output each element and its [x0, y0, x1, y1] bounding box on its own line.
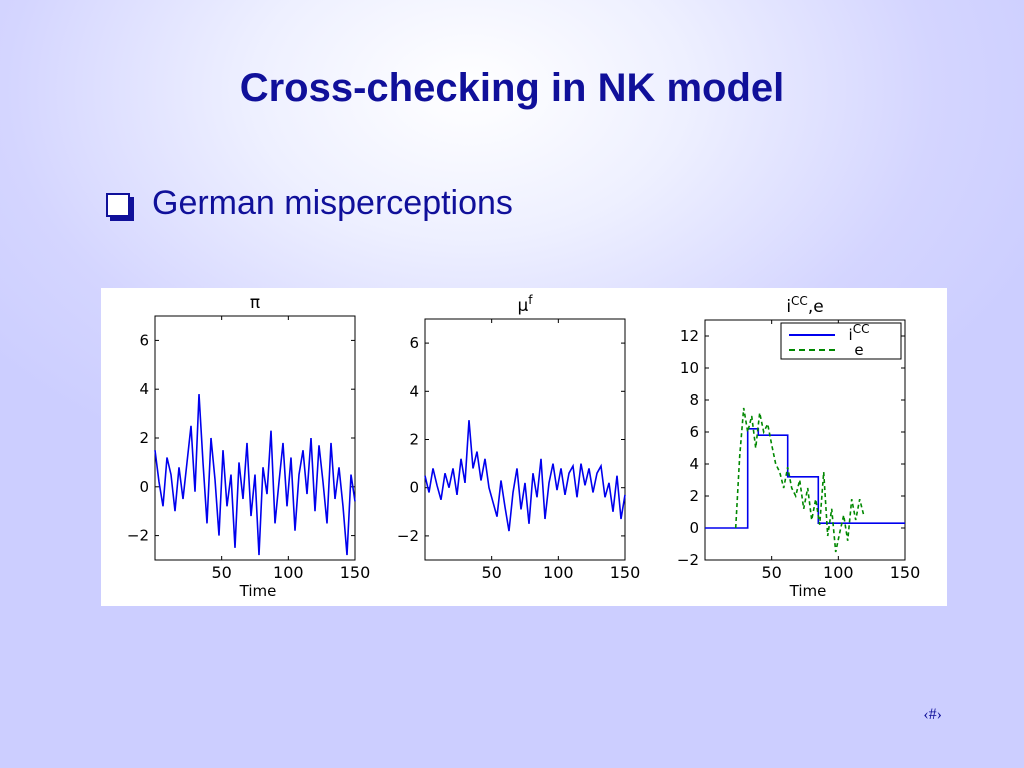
x-tick-label: 50 [761, 563, 781, 582]
x-tick-label: 100 [543, 563, 574, 582]
legend-box [780, 322, 902, 360]
legend-label: iCC [849, 322, 870, 344]
series-line-e [734, 407, 865, 553]
legend-label: e [854, 341, 863, 359]
chart-title: π [250, 293, 260, 313]
y-tick-label: 6 [139, 331, 149, 349]
page-number: ‹#› [923, 706, 942, 723]
y-tick-label: 12 [680, 327, 699, 345]
slide-title: Cross-checking in NK model [239, 66, 785, 110]
y-tick-label: 4 [139, 380, 149, 398]
y-tick-label: 2 [139, 429, 149, 447]
y-tick-label: 6 [689, 423, 699, 441]
x-tick-label: 100 [823, 563, 854, 582]
y-tick-label: −2 [677, 551, 699, 569]
y-tick-label: 4 [689, 455, 699, 473]
x-tick-label: 50 [211, 563, 231, 582]
y-tick-label: 0 [689, 519, 699, 537]
y-tick-label: 6 [409, 334, 419, 352]
checkbox-bullet-icon [106, 192, 130, 217]
series-line-0-0 [154, 394, 356, 556]
bullet-item: German misperceptions [106, 184, 513, 223]
y-tick-label: −2 [127, 527, 149, 545]
chart-figure: −2 0 2 4 6 50 100 150 π Time −2 0 2 4 6 50 100 150 μf −2 0 2 4… [101, 288, 947, 606]
y-tick-label: 10 [680, 359, 699, 377]
plot-frame-1 [424, 318, 626, 561]
y-tick-label: 4 [409, 382, 419, 400]
x-tick-label: 100 [273, 563, 304, 582]
y-tick-label: 8 [689, 391, 699, 409]
x-axis-label: Time [789, 582, 827, 600]
y-tick-label: 2 [689, 487, 699, 505]
plot-frame-2 [704, 319, 906, 561]
chart-title: μf [517, 293, 533, 316]
x-axis-label: Time [239, 582, 277, 600]
y-tick-label: 0 [139, 478, 149, 496]
x-tick-label: 150 [610, 563, 641, 582]
x-tick-label: 50 [481, 563, 501, 582]
plot-frame-0 [154, 315, 356, 561]
x-tick-label: 150 [890, 563, 921, 582]
x-tick-label: 150 [340, 563, 371, 582]
chart-title: iCC,e [786, 294, 823, 317]
y-tick-label: 2 [409, 431, 419, 449]
series-line-icc [705, 428, 905, 529]
y-tick-label: 0 [409, 479, 419, 497]
charts-svg: −2 0 2 4 6 50 100 150 π Time −2 0 2 4 6 50 100 150 μf −2 0 2 4… [127, 293, 921, 600]
series-line-1-0 [424, 420, 626, 532]
bullet-text: German misperceptions [152, 184, 513, 222]
y-tick-label: −2 [397, 527, 419, 545]
